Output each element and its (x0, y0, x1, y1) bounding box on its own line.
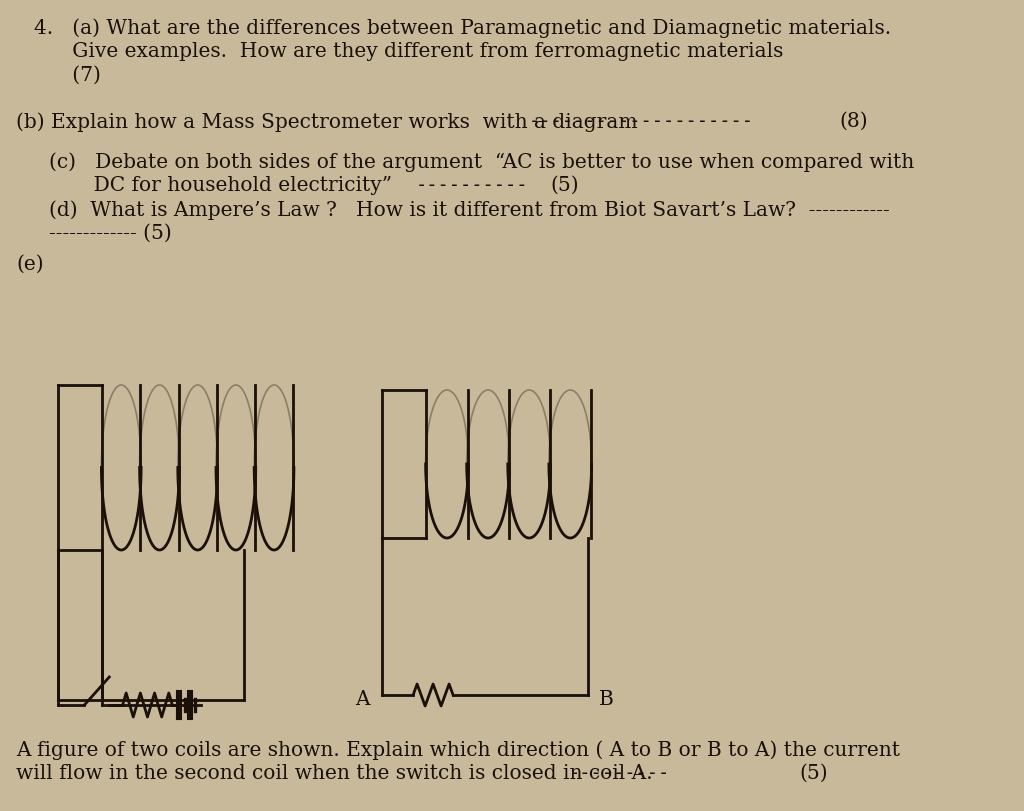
Text: ---------: --------- (568, 764, 670, 783)
Text: ----------: ---------- (416, 176, 528, 195)
Text: B: B (599, 690, 613, 709)
Text: A: A (355, 690, 370, 709)
Text: DC for household electricity”: DC for household electricity” (49, 176, 392, 195)
Text: (c)   Debate on both sides of the argument  “AC is better to use when compared w: (c) Debate on both sides of the argument… (49, 152, 914, 172)
Text: --------------------: -------------------- (528, 112, 754, 131)
Text: ------------- (5): ------------- (5) (49, 224, 172, 243)
Text: (d)  What is Ampere’s Law ?   How is it different from Biot Savart’s Law?  -----: (d) What is Ampere’s Law ? How is it dif… (49, 200, 890, 220)
Text: will flow in the second coil when the switch is closed in coil A.: will flow in the second coil when the sw… (16, 764, 652, 783)
Text: (b) Explain how a Mass Spectrometer works  with a diagram: (b) Explain how a Mass Spectrometer work… (16, 112, 638, 131)
Text: (5): (5) (800, 764, 828, 783)
Text: (8): (8) (840, 112, 868, 131)
Text: A figure of two coils are shown. Explain which direction ( A to B or B to A) the: A figure of two coils are shown. Explain… (16, 740, 900, 760)
Text: Give examples.  How are they different from ferromagnetic materials: Give examples. How are they different fr… (34, 42, 783, 61)
Text: 4.   (a) What are the differences between Paramagnetic and Diamagnetic materials: 4. (a) What are the differences between … (34, 18, 891, 37)
Text: (5): (5) (551, 176, 580, 195)
Text: (7): (7) (34, 66, 100, 85)
Text: (e): (e) (16, 255, 44, 274)
